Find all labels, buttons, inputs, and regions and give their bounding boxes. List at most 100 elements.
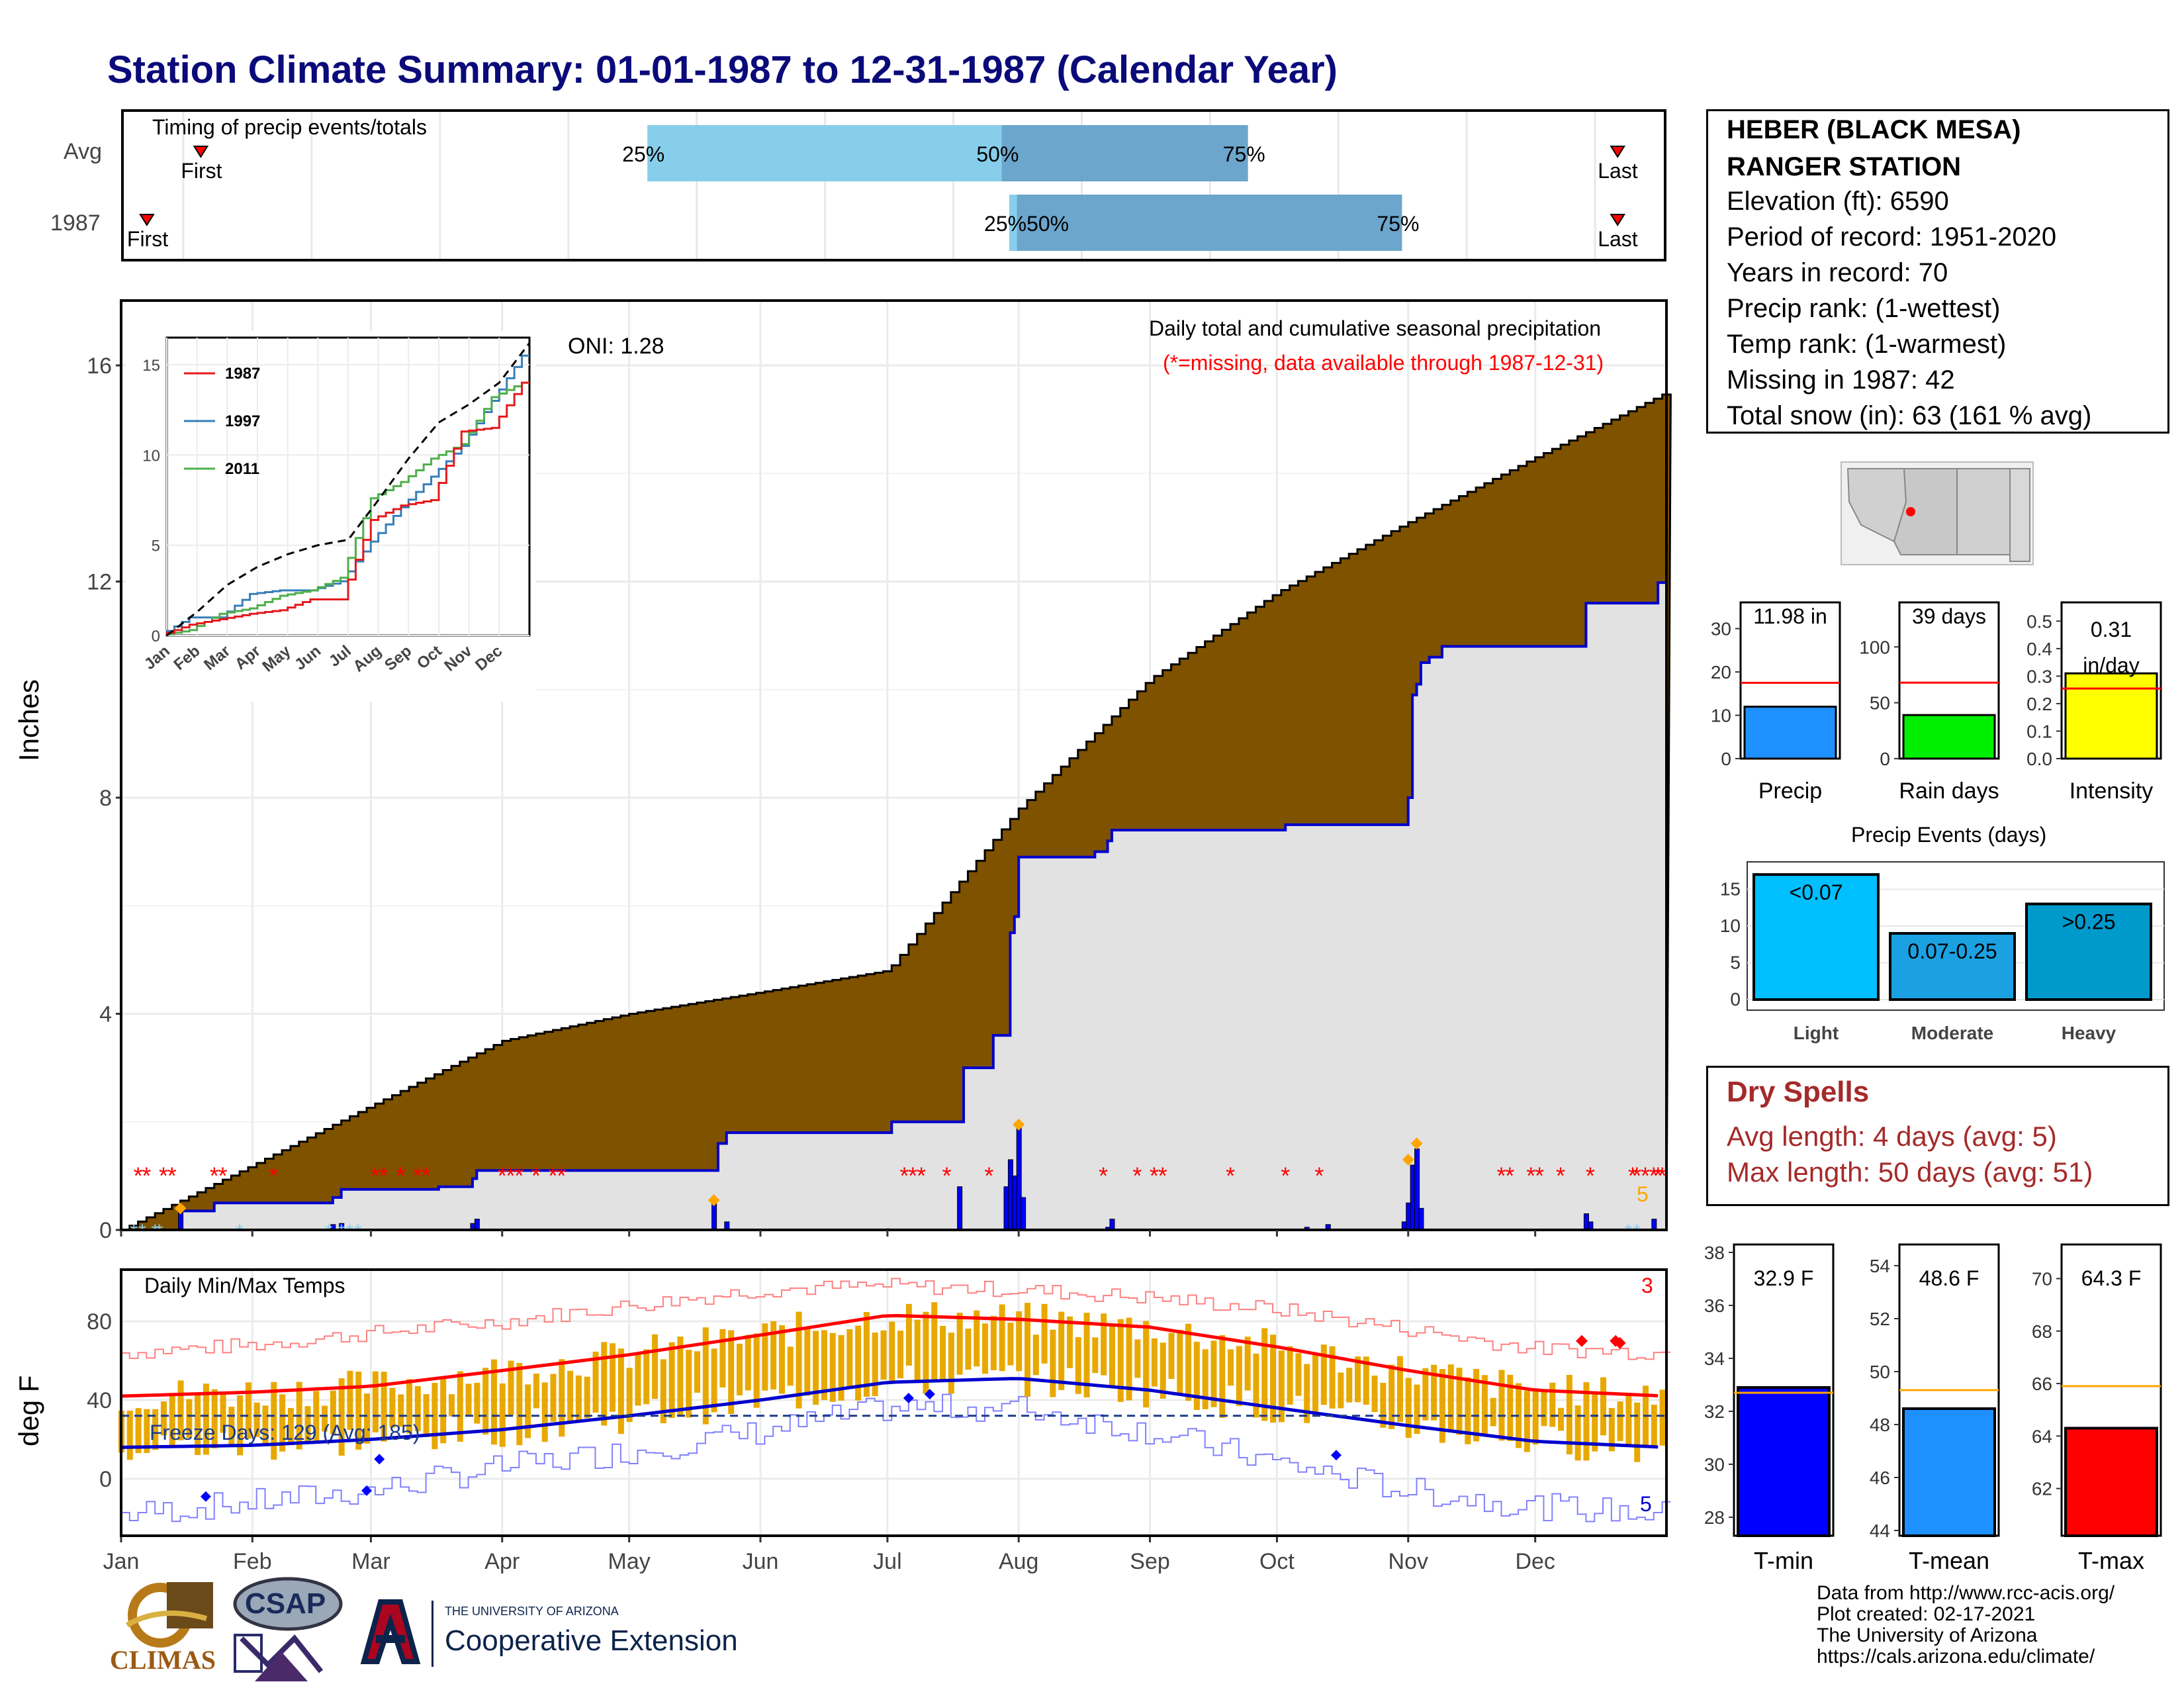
daily-temp-bar bbox=[440, 1377, 447, 1444]
daily-temp-bar bbox=[1143, 1321, 1150, 1408]
tmean-value: 48.6 F bbox=[1919, 1266, 1979, 1290]
daily-temp-bar bbox=[322, 1405, 328, 1432]
daily-temp-bar bbox=[686, 1350, 692, 1418]
daily-temp-bar bbox=[617, 1348, 624, 1434]
daily-temp-bar bbox=[398, 1394, 404, 1427]
station-period: Period of record: 1951-2020 bbox=[1727, 222, 2057, 252]
tmin-ytick-label: 28 bbox=[1704, 1507, 1725, 1528]
missing-marker: * bbox=[984, 1162, 993, 1189]
timing-avg-p50: 50% bbox=[976, 142, 1019, 166]
daily-temp-bar bbox=[990, 1315, 997, 1370]
missing-marker: * bbox=[371, 1162, 380, 1189]
temp-xtick-label: Nov bbox=[1388, 1549, 1428, 1574]
daily-temp-bar bbox=[474, 1382, 480, 1424]
station-snow: Total snow (in): 63 (161 % avg) bbox=[1727, 401, 2092, 430]
station-name-1: HEBER (BLACK MESA) bbox=[1727, 115, 2021, 144]
intensity-ytick-label: 0.2 bbox=[2026, 694, 2052, 714]
daily-temp-bar bbox=[1541, 1391, 1547, 1427]
cumulative-year-line bbox=[121, 581, 1666, 1231]
daily-temp-bar bbox=[211, 1389, 218, 1448]
missing-marker: * bbox=[1150, 1162, 1159, 1189]
daily-temp-bar bbox=[432, 1383, 438, 1450]
tmax-ytick-label: 68 bbox=[2032, 1321, 2052, 1342]
daily-temp-bar bbox=[1083, 1313, 1090, 1398]
daily-temp-bar bbox=[813, 1331, 819, 1405]
tmax-bar bbox=[2064, 1427, 2158, 1537]
daily-temp-bar bbox=[228, 1407, 235, 1446]
daily-temp-bar bbox=[1608, 1407, 1615, 1452]
daily-temp-bar bbox=[1532, 1390, 1539, 1445]
temp-xtick-label: Dec bbox=[1515, 1549, 1555, 1574]
daily-temp-bar bbox=[304, 1406, 311, 1443]
events-ytick-label: 0 bbox=[1730, 989, 1741, 1009]
events-bar-moderate bbox=[1889, 932, 2016, 1001]
daily-temp-bar bbox=[1465, 1377, 1471, 1444]
daily-precip-bar bbox=[1109, 1219, 1115, 1231]
oni-label: ONI: 1.28 bbox=[568, 334, 664, 359]
daily-temp-bar bbox=[719, 1329, 726, 1387]
missing-marker: * bbox=[167, 1162, 177, 1189]
main-plot-frame bbox=[120, 299, 1668, 1231]
daily-temp-bar bbox=[567, 1370, 574, 1423]
daily-temp-bar bbox=[1583, 1382, 1590, 1461]
daily-temp-bar bbox=[1431, 1364, 1437, 1421]
footer-created: Plot created: 02-17-2021 bbox=[1817, 1603, 2036, 1625]
precip-label: Precip bbox=[1758, 778, 1822, 804]
timing-label: Timing of precip events/totals bbox=[152, 115, 427, 139]
temp-xtick-label: Mar bbox=[351, 1549, 390, 1574]
station-temp-rank: Temp rank: (1-warmest) bbox=[1727, 330, 2007, 359]
daily-temp-bar bbox=[313, 1391, 320, 1440]
tmin-ytick-label: 30 bbox=[1704, 1454, 1725, 1475]
daily-temp-bar bbox=[1592, 1393, 1598, 1452]
daily-temp-bar bbox=[821, 1330, 827, 1400]
daily-temp-bar bbox=[897, 1331, 904, 1379]
snow-marker: * bbox=[354, 1221, 362, 1243]
daily-temp-bar bbox=[660, 1359, 666, 1424]
inset-ytick: 15 bbox=[142, 357, 160, 375]
daily-temp-bar bbox=[889, 1321, 895, 1382]
daily-temp-bar bbox=[525, 1384, 531, 1438]
temp-ylabel: deg F bbox=[13, 1375, 44, 1446]
daily-temp-bar bbox=[846, 1329, 853, 1388]
temp-xtick-label: Feb bbox=[233, 1549, 272, 1574]
daily-temp-bar bbox=[1414, 1384, 1420, 1434]
daily-temp-bar bbox=[643, 1349, 650, 1405]
daily-temp-bar bbox=[347, 1370, 353, 1430]
precip-ytick-label: 10 bbox=[1711, 706, 1731, 726]
tmean-label: T-mean bbox=[1909, 1547, 1989, 1574]
missing-marker: * bbox=[134, 1162, 143, 1189]
daily-temp-bar bbox=[778, 1325, 785, 1394]
daily-temp-bar bbox=[160, 1401, 167, 1436]
missing-marker: * bbox=[1653, 1162, 1662, 1189]
footer-university: The University of Arizona bbox=[1817, 1624, 2038, 1646]
daily-temp-bar bbox=[1210, 1340, 1217, 1407]
missing-marker: * bbox=[1099, 1162, 1108, 1189]
timing-year-first: First bbox=[127, 227, 168, 251]
daily-temp-bar bbox=[1396, 1356, 1403, 1423]
csap-logo bbox=[233, 1577, 343, 1681]
daily-temp-bar bbox=[1388, 1364, 1395, 1429]
daily-temp-bar bbox=[1185, 1323, 1192, 1401]
daily-temp-bar bbox=[872, 1333, 878, 1397]
events-ytick-label: 10 bbox=[1720, 915, 1741, 936]
daily-temp-bar bbox=[287, 1408, 294, 1446]
daily-temp-bar bbox=[626, 1368, 633, 1423]
daily-temp-bar bbox=[1473, 1369, 1480, 1442]
daily-temp-bar bbox=[135, 1408, 142, 1454]
ua-big-text: Cooperative Extension bbox=[445, 1624, 738, 1657]
temp-ytick-label: 40 bbox=[87, 1388, 112, 1413]
locator-map bbox=[1841, 461, 2034, 565]
tmax-ytick-label: 66 bbox=[2032, 1374, 2052, 1394]
tmax-ytick-label: 64 bbox=[2032, 1426, 2052, 1446]
missing-marker: * bbox=[159, 1162, 168, 1189]
missing-marker: * bbox=[1226, 1162, 1235, 1189]
events-category-label: Light bbox=[1794, 1023, 1839, 1043]
page-title: Station Climate Summary: 01-01-1987 to 1… bbox=[107, 48, 1338, 91]
daily-temp-bar bbox=[1380, 1382, 1387, 1428]
missing-marker: * bbox=[1535, 1162, 1544, 1189]
daily-temp-bar bbox=[271, 1382, 277, 1460]
daily-temp-bar bbox=[338, 1378, 345, 1456]
heavy-day-marker bbox=[174, 1202, 187, 1215]
daily-temp-bar bbox=[948, 1333, 954, 1394]
daily-temp-bar bbox=[1202, 1349, 1208, 1409]
